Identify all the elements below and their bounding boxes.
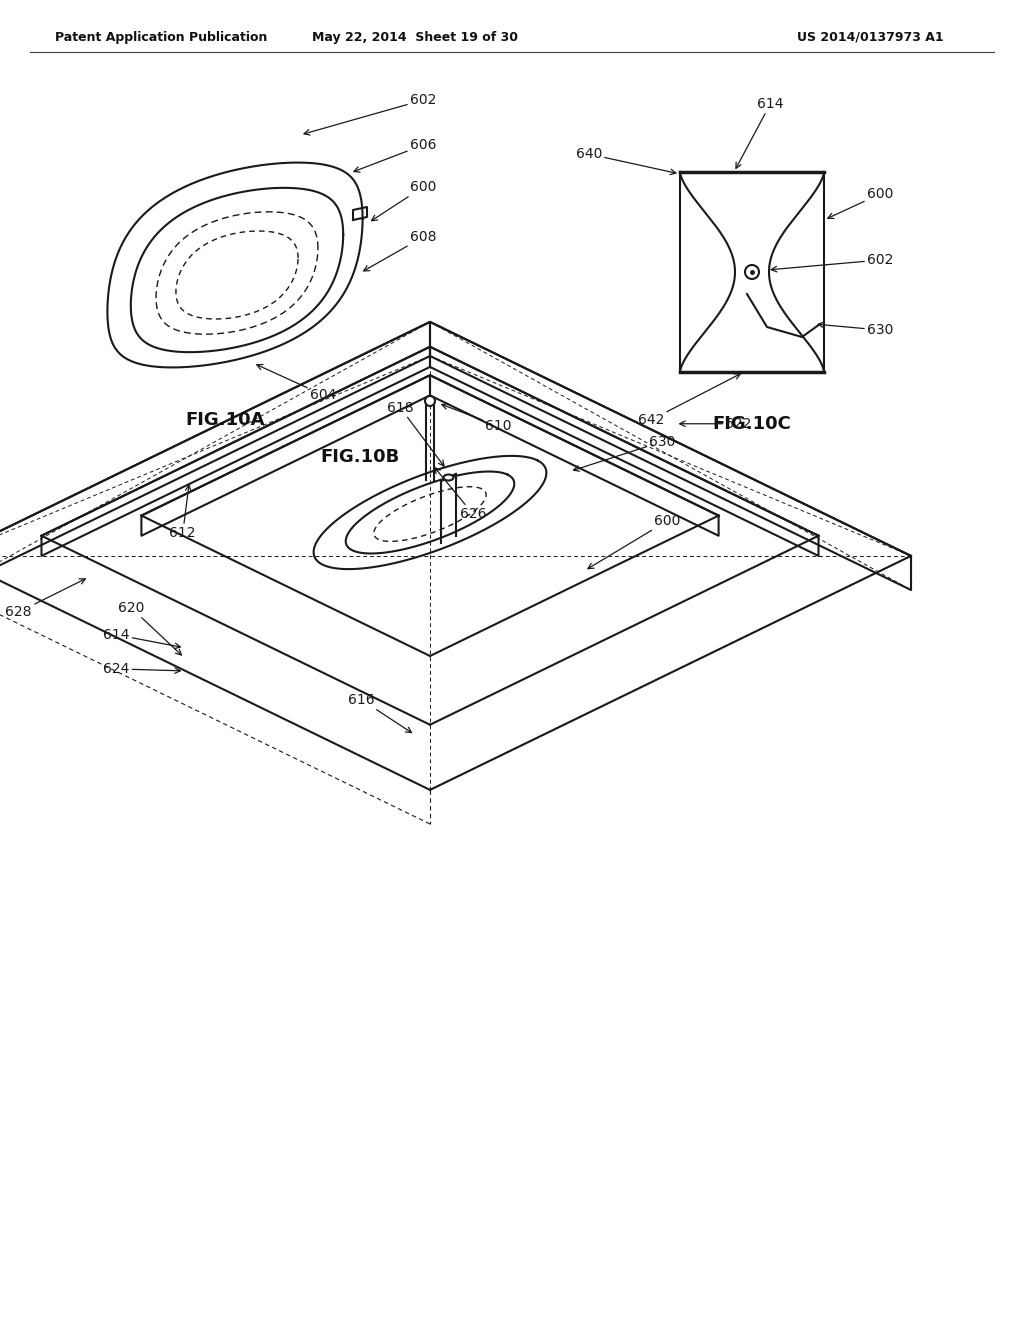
Text: US 2014/0137973 A1: US 2014/0137973 A1 — [797, 30, 943, 44]
Text: 612: 612 — [170, 486, 196, 540]
Circle shape — [425, 396, 435, 407]
Text: 614: 614 — [736, 96, 783, 169]
Text: 630: 630 — [573, 434, 676, 471]
Text: FIG.10C: FIG.10C — [713, 414, 792, 433]
Circle shape — [745, 265, 759, 279]
Text: 626: 626 — [434, 467, 486, 521]
Text: FIG.10B: FIG.10B — [321, 447, 400, 466]
Text: 606: 606 — [354, 139, 436, 172]
Text: 620: 620 — [118, 601, 181, 655]
Text: 630: 630 — [818, 322, 893, 337]
Text: 614: 614 — [103, 628, 180, 648]
Text: 624: 624 — [103, 661, 180, 676]
Text: 642: 642 — [638, 374, 740, 426]
Text: 608: 608 — [364, 230, 436, 271]
Ellipse shape — [443, 474, 454, 480]
Text: 628: 628 — [5, 579, 85, 619]
Text: FIG.10A: FIG.10A — [185, 411, 265, 429]
Text: 600: 600 — [827, 187, 893, 218]
Text: 600: 600 — [588, 513, 681, 569]
Text: 600: 600 — [372, 180, 436, 220]
Text: 640: 640 — [575, 147, 676, 174]
Text: 602: 602 — [304, 92, 436, 135]
Text: 602: 602 — [771, 253, 893, 272]
Text: 622: 622 — [680, 417, 752, 430]
Text: May 22, 2014  Sheet 19 of 30: May 22, 2014 Sheet 19 of 30 — [312, 30, 518, 44]
Text: 616: 616 — [348, 693, 412, 733]
Text: Patent Application Publication: Patent Application Publication — [55, 30, 267, 44]
Text: 618: 618 — [387, 400, 444, 466]
Text: 604: 604 — [257, 364, 336, 403]
Text: 610: 610 — [442, 404, 512, 433]
